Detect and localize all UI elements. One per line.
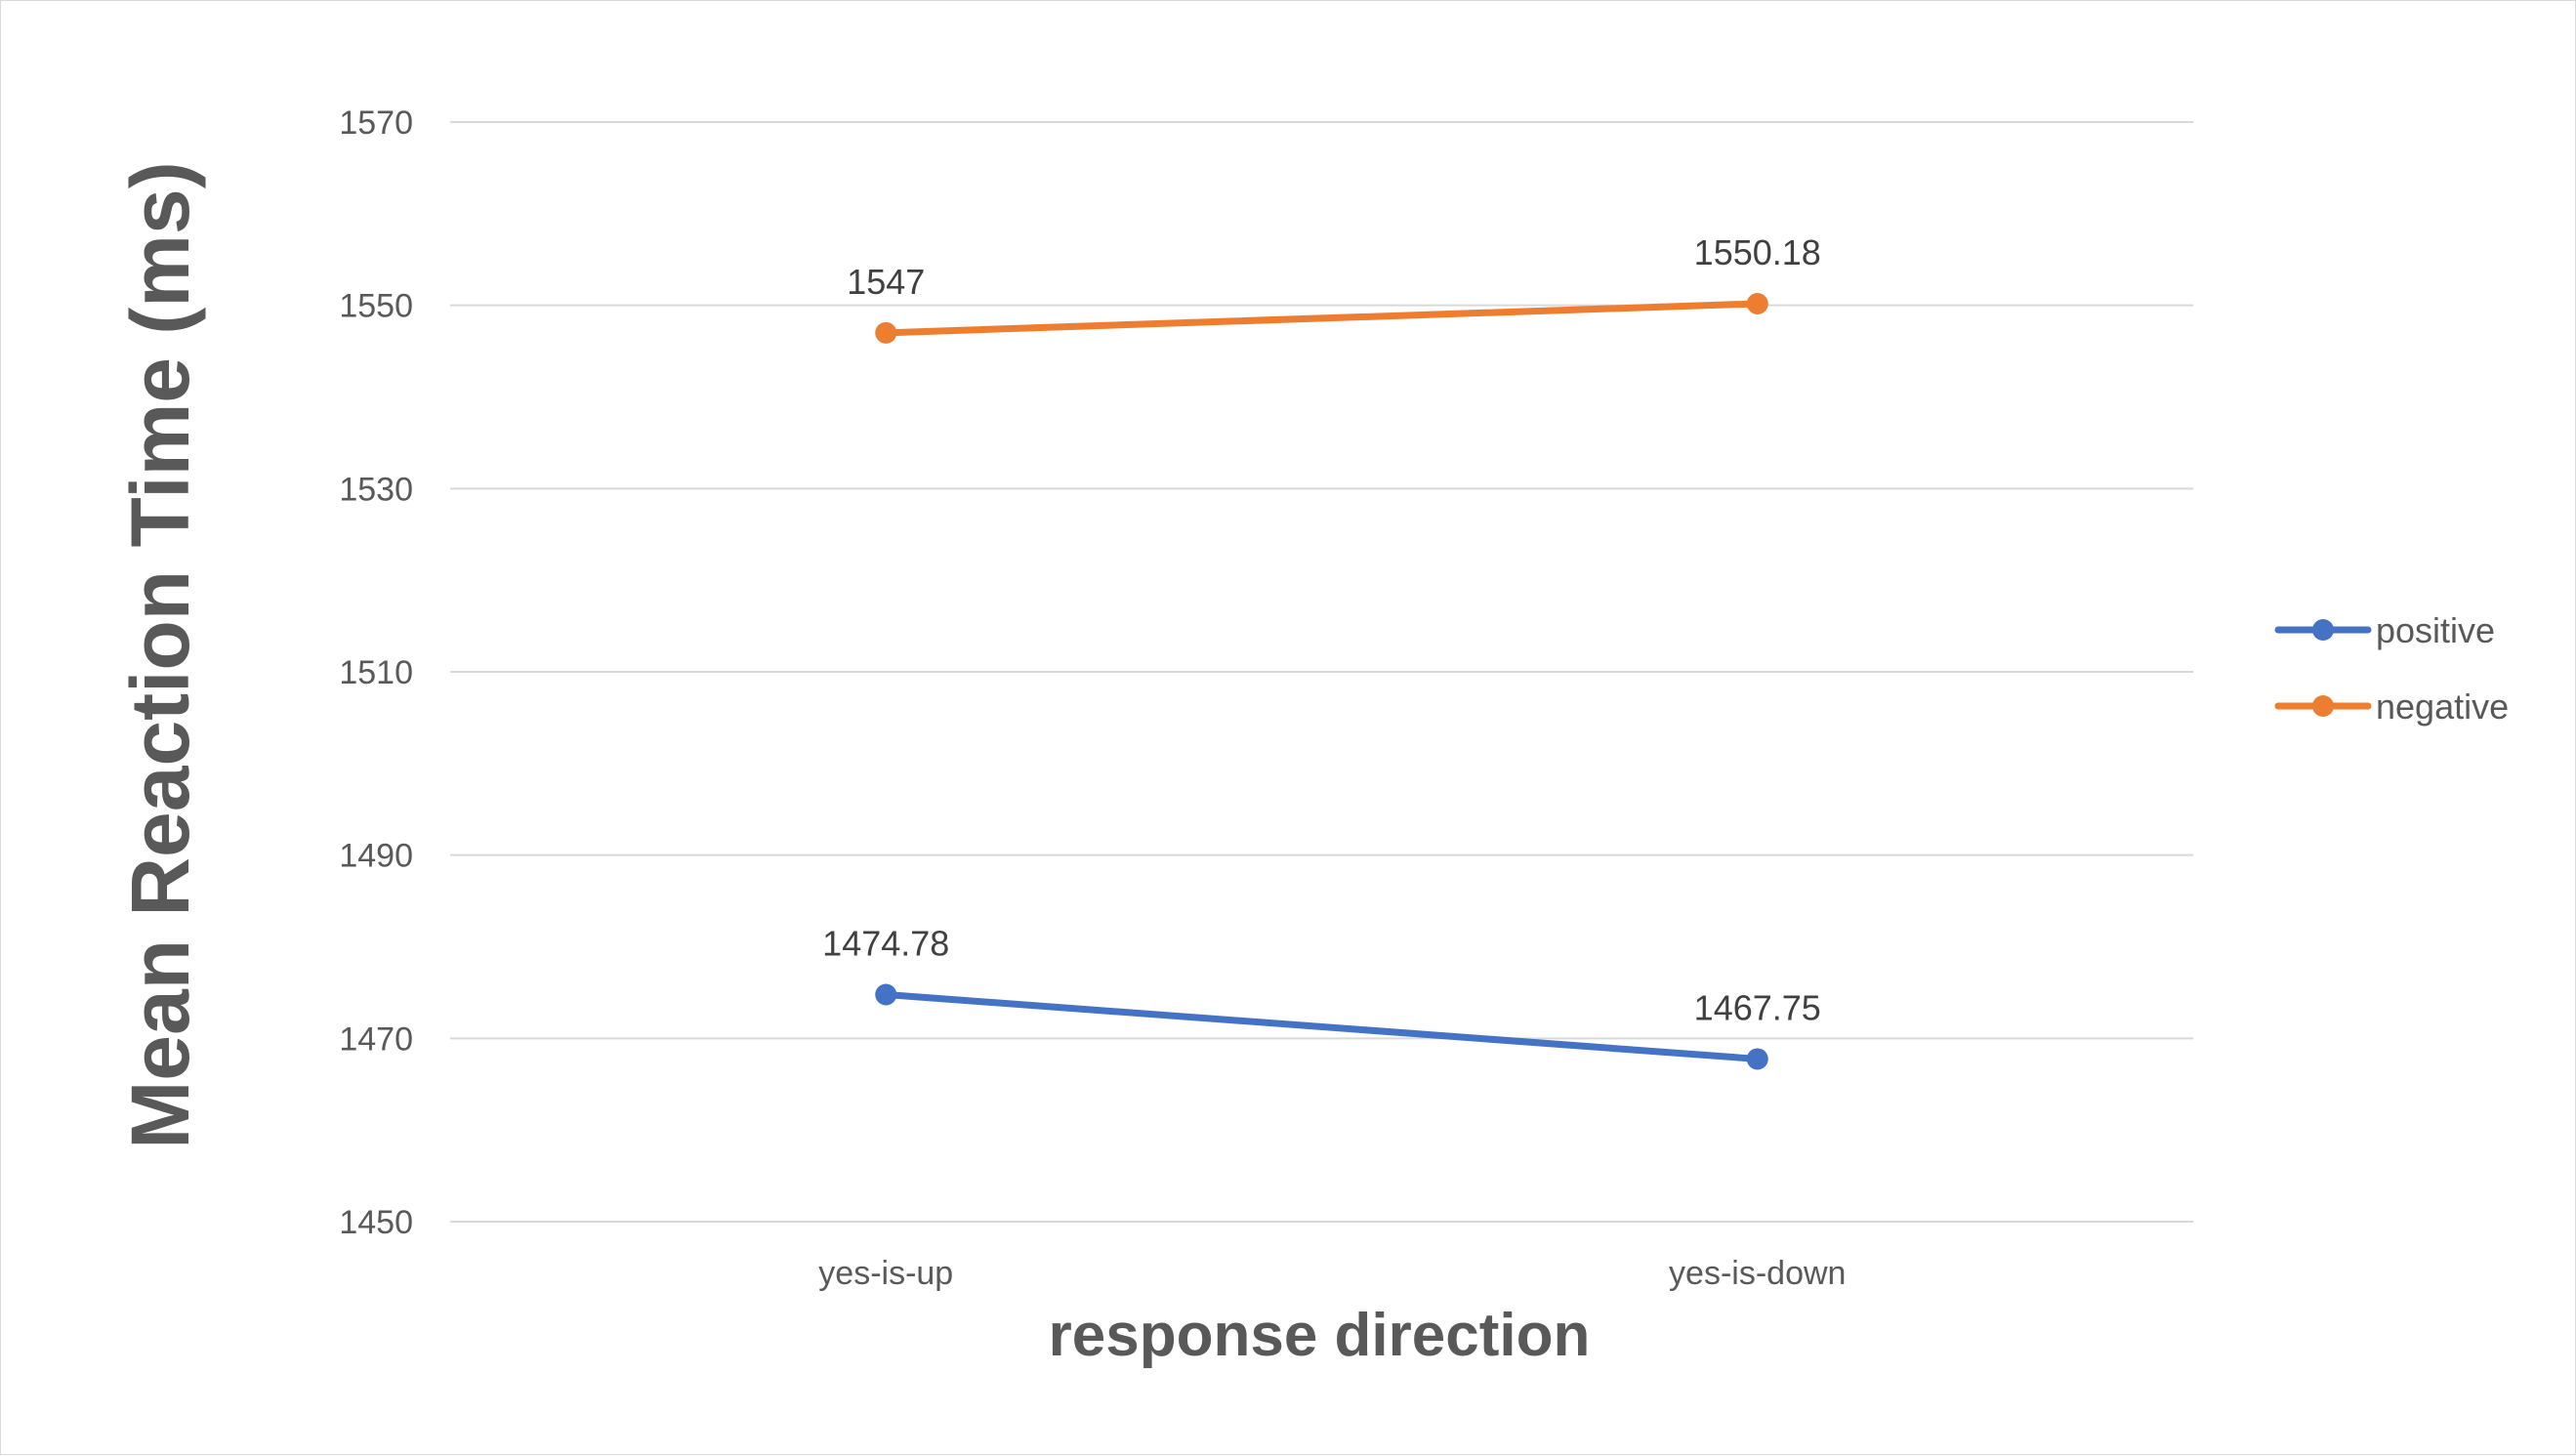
data-label-positive: 1474.78 [822, 923, 949, 963]
legend-marker [2312, 695, 2334, 717]
data-labels: 1474.78 1467.75 1547 1550.18 [822, 232, 1821, 1027]
data-label-negative: 1550.18 [1694, 232, 1821, 272]
y-tick-label: 1450 [339, 1204, 413, 1241]
gridlines [450, 121, 2193, 1223]
y-tick-label: 1570 [339, 104, 413, 142]
x-tick-label: yes-is-down [1669, 1255, 1846, 1292]
y-tick-label: 1490 [339, 838, 413, 875]
x-tick-label: yes-is-up [818, 1255, 953, 1292]
legend-label-negative: negative [2376, 686, 2509, 727]
x-axis-title: response direction [1049, 1302, 1591, 1369]
data-point-positive [1746, 1048, 1768, 1070]
data-point-positive [875, 983, 897, 1006]
y-tick-label: 1470 [339, 1020, 413, 1058]
series-line-positive [882, 990, 1762, 1062]
data-label-positive: 1467.75 [1694, 987, 1821, 1027]
y-tick-label: 1530 [339, 471, 413, 508]
data-point-negative [1746, 292, 1768, 314]
y-axis-title: Mean Reaction Time (ms) [114, 161, 206, 1148]
y-tick-label: 1550 [339, 288, 413, 325]
legend-label-positive: positive [2376, 610, 2495, 650]
x-axis-ticks: yes-is-up yes-is-down [818, 1255, 1846, 1292]
data-label-negative: 1547 [847, 262, 925, 302]
data-point-negative [875, 321, 897, 344]
y-tick-label: 1510 [339, 654, 413, 691]
y-axis-ticks: 1450 1470 1490 1510 1530 1550 1570 [339, 104, 413, 1241]
legend-marker [2312, 619, 2334, 641]
legend: positive negative [2274, 610, 2509, 727]
series-line-negative [882, 300, 1762, 337]
series-lines [875, 292, 1768, 1070]
